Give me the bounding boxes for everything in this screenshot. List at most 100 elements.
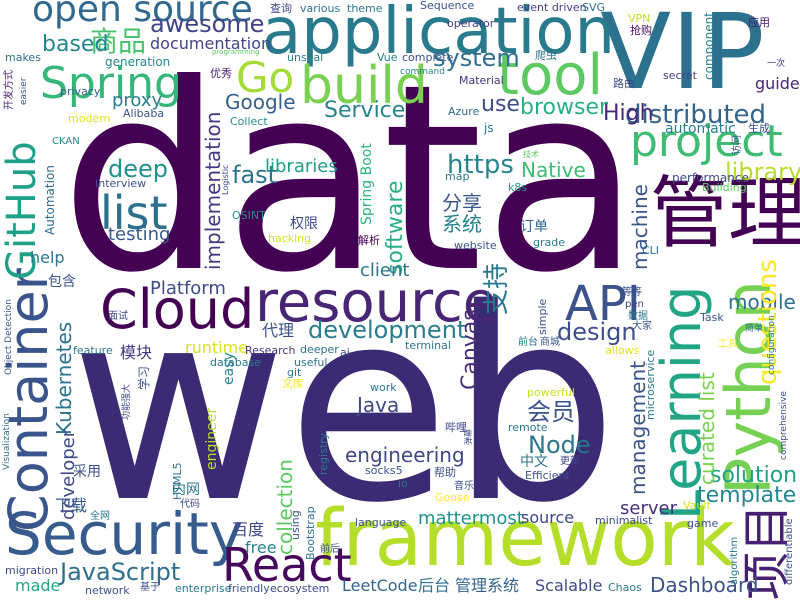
- word-unseal: unseal: [287, 51, 324, 64]
- word-wenku: 文库: [282, 377, 304, 390]
- word-bangzhu: 帮助: [434, 466, 456, 479]
- word-complete: complete: [402, 51, 454, 64]
- word-deeper: deeper: [300, 343, 339, 356]
- word-socks5: socks5: [365, 464, 403, 477]
- word-material: Material: [459, 74, 504, 87]
- word-enterprise: enterprise: [175, 582, 232, 595]
- word-houtai: 后台: [418, 576, 451, 595]
- word-goose: Goose: [435, 491, 470, 504]
- word-library: library: [725, 158, 800, 186]
- word-collect: Collect: [230, 115, 268, 128]
- word-libraries: libraries: [265, 156, 338, 177]
- word-jishu: 技术: [523, 150, 539, 159]
- word-pachong: 爬虫: [535, 49, 557, 62]
- word-distributed: distributed: [625, 100, 767, 130]
- word-js: js: [484, 121, 494, 135]
- word-efficient: Efficient: [525, 469, 570, 482]
- word-pen: pen: [625, 299, 644, 310]
- word-xuexi: 学习: [137, 365, 151, 390]
- word-mianshi: 面试: [108, 311, 128, 322]
- word-command: command: [400, 67, 445, 77]
- word-mokuai: 模块: [120, 343, 153, 362]
- word-logistic: Logistic: [221, 164, 230, 195]
- word-daima: 代码: [180, 499, 200, 510]
- word-machine: machine: [628, 184, 652, 270]
- word-server: server: [620, 498, 677, 519]
- word-data: data: [60, 29, 642, 329]
- word-k8s: k8s: [508, 181, 528, 194]
- word-implementation: implementation: [201, 111, 225, 270]
- word-template: template: [697, 483, 797, 508]
- word-qianggou: 抢购: [630, 24, 652, 37]
- word-mobile: mobile: [728, 290, 796, 314]
- word-mattermost: mattermost: [418, 508, 524, 529]
- word-java: Java: [357, 393, 400, 417]
- word-system: system: [433, 44, 520, 72]
- word-google: Google: [225, 90, 296, 114]
- word-privacy: privacy: [60, 85, 101, 98]
- word-free: free: [245, 538, 277, 557]
- word-framework: framework: [315, 494, 736, 584]
- word-dengdeng: 等等: [622, 287, 642, 298]
- word-shuju: 数据: [628, 311, 648, 322]
- word-dashboard: Dashboard: [650, 573, 759, 597]
- word-go: Go: [236, 53, 295, 102]
- word-engineer: engineer: [204, 407, 220, 470]
- word-easier: easier: [19, 77, 29, 105]
- word-io: io: [398, 477, 408, 490]
- word-resource: resource: [255, 270, 498, 335]
- word-design: design: [557, 318, 637, 346]
- word-registry: registry: [317, 432, 330, 475]
- word-grade: grade: [533, 236, 565, 249]
- word-cli: CLI: [642, 244, 660, 257]
- word-gongju: 工具: [718, 339, 738, 350]
- word-fenxiang: 分享: [442, 191, 482, 215]
- word-osint: OSINT: [232, 209, 266, 222]
- word-friendly: friendly: [228, 582, 270, 595]
- word-huiyuan: 会员: [527, 398, 575, 426]
- word-network: network: [85, 584, 130, 597]
- word-vault: Vault: [683, 499, 711, 512]
- word-chaos: Chaos: [608, 581, 642, 594]
- word-hacking: hacking: [268, 232, 312, 245]
- word-shengcheng: 生成: [748, 122, 770, 135]
- word-quanwang: 全网: [90, 511, 110, 522]
- word-vue: Vue: [377, 51, 398, 64]
- word-ecosystem: ecosystem: [270, 582, 330, 595]
- word-git: git: [287, 366, 302, 379]
- word-awesome: awesome: [150, 10, 265, 38]
- word-language: language: [355, 516, 407, 529]
- word-using: using: [289, 510, 302, 540]
- word-shangcheng: 商城: [540, 337, 560, 348]
- word-performance: performance: [672, 171, 749, 185]
- word-building: Building: [702, 181, 747, 194]
- word-scalable: Scalable: [535, 576, 603, 595]
- word-sequence: Sequence: [420, 0, 475, 12]
- word-yici: 一次: [767, 59, 786, 69]
- word-spring: Spring: [40, 58, 182, 109]
- word-object-detection: Object Detection: [4, 299, 14, 375]
- word-https: https: [447, 150, 514, 180]
- word-zhongwen: 中文: [520, 454, 548, 470]
- word-visualization: Visualization: [2, 413, 12, 470]
- word-shangpin: 商品: [90, 25, 147, 58]
- word-svg: SVG: [582, 1, 606, 14]
- word-canvas: Canvas: [458, 309, 483, 390]
- word-jiexi: 解析: [358, 234, 380, 247]
- word-platform: Platform: [150, 278, 226, 299]
- word-gongnengqiangda: 功能强大: [122, 383, 132, 420]
- word-qiantai: 前台: [518, 337, 538, 348]
- word-yingyong: 应用: [748, 16, 770, 29]
- word-operator: operator: [447, 17, 495, 30]
- word-powerful: powerful: [527, 386, 575, 399]
- word-chaxun: 查询: [270, 2, 292, 15]
- word-solution: solution: [710, 463, 798, 488]
- word-kubernetes: Kubernetes: [52, 321, 76, 435]
- word-xiazai: 下载: [55, 496, 88, 515]
- word-remote: remote: [508, 421, 548, 434]
- word-jiandan: 简单: [745, 324, 764, 334]
- word-engineering: engineering: [345, 443, 465, 467]
- word-baohan: 包含: [48, 274, 76, 290]
- word-proxy: proxy: [112, 90, 163, 111]
- word-documentation: documentation: [150, 34, 272, 53]
